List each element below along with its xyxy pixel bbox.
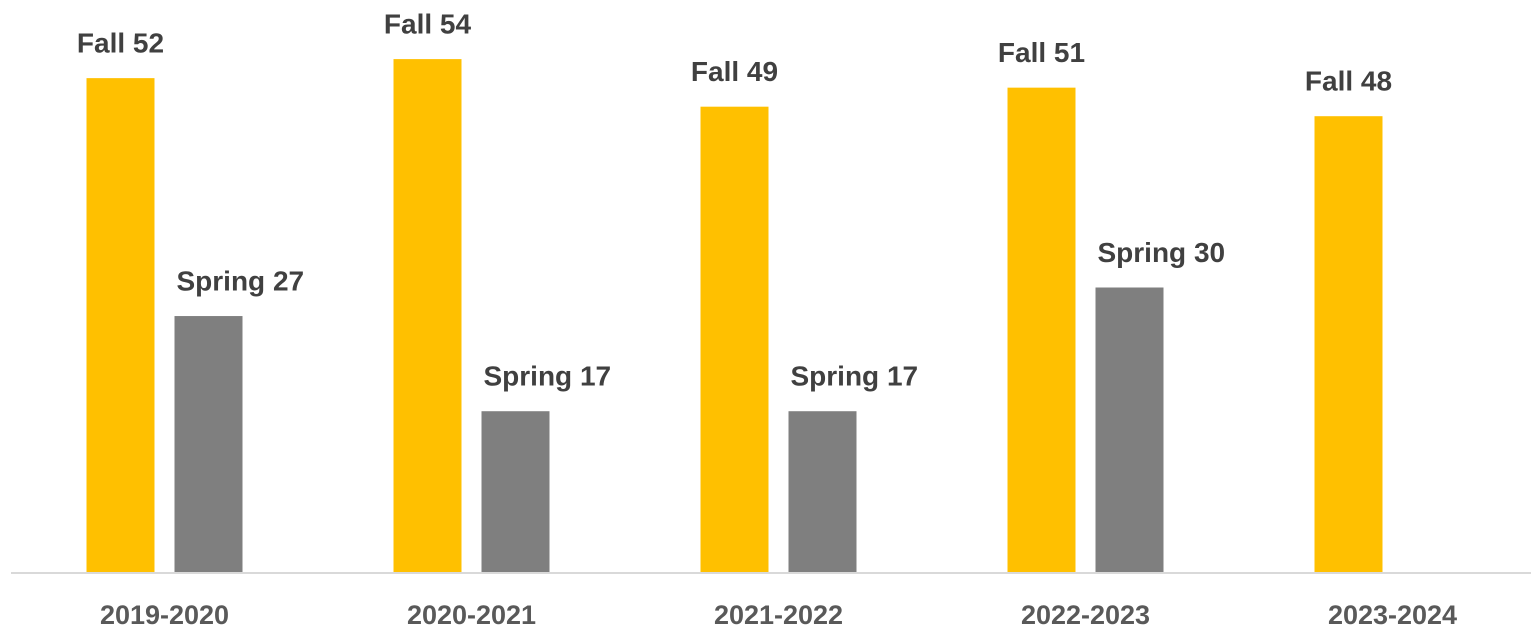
data-label: Fall 48 xyxy=(1305,66,1392,97)
data-label: Spring 30 xyxy=(1098,237,1226,268)
bar xyxy=(700,106,769,573)
bar xyxy=(393,59,462,574)
x-tick-label: 2020-2021 xyxy=(407,600,536,630)
bar xyxy=(174,316,243,573)
data-label: Spring 17 xyxy=(791,361,919,392)
x-tick-label: 2022-2023 xyxy=(1021,600,1150,630)
data-label: Fall 54 xyxy=(384,8,472,39)
bar xyxy=(1314,116,1383,573)
bar xyxy=(481,411,550,573)
bar xyxy=(86,78,155,573)
data-label: Fall 52 xyxy=(77,28,164,59)
x-tick-label: 2019-2020 xyxy=(100,600,229,630)
bar xyxy=(788,411,857,573)
data-label: Spring 17 xyxy=(484,361,612,392)
x-tick-label: 2021-2022 xyxy=(714,600,843,630)
data-label: Fall 51 xyxy=(998,37,1085,68)
bar xyxy=(1095,287,1164,573)
x-tick-label: 2023-2024 xyxy=(1328,600,1457,630)
data-label: Spring 27 xyxy=(177,265,305,296)
bar xyxy=(1007,87,1076,574)
data-label: Fall 49 xyxy=(691,56,778,87)
